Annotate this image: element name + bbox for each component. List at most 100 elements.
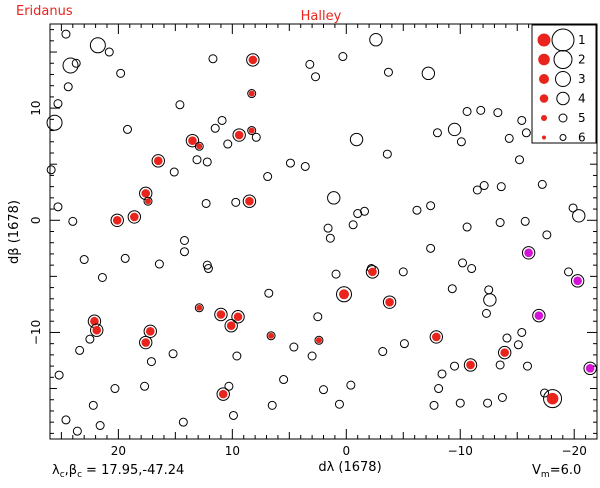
star-open [61,29,71,39]
star-open [79,255,89,265]
legend-open-marker [556,91,570,106]
star-red [231,310,245,324]
star-magenta-dot [524,248,533,258]
star-red [365,265,380,279]
star-open [179,247,189,257]
limiting-magnitude: Vm=6.0 [532,463,581,480]
star-magenta-dot [534,311,544,320]
star-open [360,206,370,216]
star-red-ring [185,133,200,148]
legend-open-marker [553,50,573,69]
star-red-dot [233,312,243,322]
legend-label: 4 [578,92,586,106]
star-red-dot [432,332,441,342]
star-red-ring [139,335,153,350]
star-open [263,172,273,182]
legend-label: 1 [578,33,586,47]
star-open [369,33,383,47]
legend-entry: 1 [537,28,586,52]
star-red-dot [339,289,350,300]
x-tick-label: −20 [562,444,587,458]
star-open [495,360,505,370]
star-open [289,342,299,352]
star-red-dot [141,338,151,347]
star-red-ring [463,358,478,372]
star-open [458,258,468,268]
legend-filled-marker [542,135,546,140]
star-open [479,181,489,191]
star-red-dot [466,360,475,370]
star-red-ring [224,319,238,333]
y-axis-label: dβ (1678) [7,200,22,264]
star-red-ring [336,286,353,303]
star-red-dot [368,267,377,277]
star-open [53,202,63,212]
star-red [232,128,246,142]
star-open [517,327,527,337]
star-red-ring [127,210,142,224]
plot-frame [49,23,598,440]
star-open [327,191,341,205]
star-red [224,319,238,333]
star-open [62,57,79,74]
star-open [542,230,552,240]
star-open [399,339,409,349]
star-open [305,59,315,69]
star-open [447,122,462,137]
star-open [513,340,523,350]
star-open [210,123,220,133]
star-open [426,243,436,253]
star-red-ring [247,89,257,99]
legend-entry: 3 [539,71,586,87]
star-open [146,357,156,367]
star-open [502,333,512,343]
star-red-dot [268,332,275,339]
y-tick-label: −10 [29,320,43,345]
star-open [319,385,328,395]
star-open [285,158,295,168]
star-red [247,126,257,136]
y-tick-label: 10 [29,100,43,115]
star-red [242,194,257,208]
star-red-ring [314,335,324,345]
legend-entry: 6 [542,131,586,145]
legend-entry: 2 [538,50,586,69]
star-red-ring [143,324,157,339]
star-red [194,141,204,151]
star-open [434,384,444,394]
star-open [72,426,82,436]
star-open [217,115,227,125]
star-magenta-ring [521,246,536,260]
x-tick-label: −10 [448,444,473,458]
star-red-ring [194,303,204,313]
star-open [202,157,212,167]
star-red-dot [145,327,155,336]
star-red-dot [90,316,99,326]
star-open [203,264,213,274]
star-open [88,400,98,410]
star-open [520,216,530,226]
star-open [504,133,514,143]
star-open [483,293,497,307]
star-open [481,308,491,318]
star-red [429,330,444,344]
star-open [208,54,218,64]
star-open [497,393,507,402]
star-red-ring [214,307,228,322]
star-open [300,161,310,171]
star-open [46,165,56,175]
star-open [223,139,233,149]
star-open [382,149,392,159]
star-red-ring [365,265,380,279]
star-red-ring [429,330,444,344]
star-magenta [532,308,546,323]
center-coordinates: λc,βc = 17.95,-47.24 [52,463,184,480]
star-red-ring [90,323,104,337]
star-open [168,349,178,359]
star-red [185,133,200,148]
star-red [151,154,165,168]
x-tick-label: 10 [225,444,240,458]
star-red-ring [382,295,397,309]
star-open [154,259,164,269]
